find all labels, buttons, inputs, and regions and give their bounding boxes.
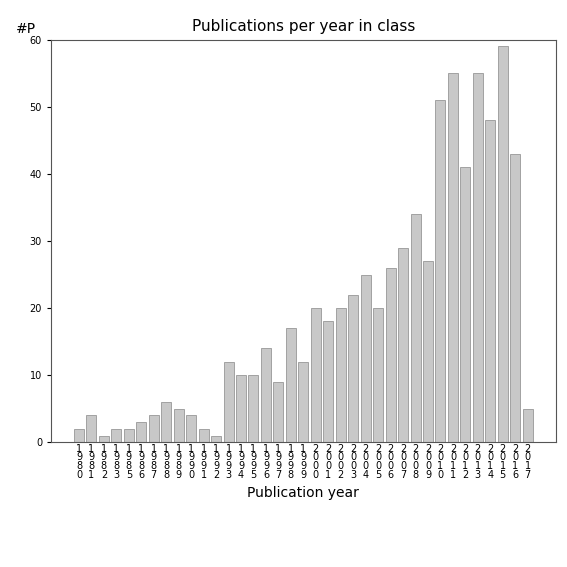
- Bar: [149, 416, 159, 442]
- Bar: [211, 435, 221, 442]
- X-axis label: Publication year: Publication year: [247, 485, 359, 500]
- Bar: [373, 308, 383, 442]
- Bar: [460, 167, 471, 442]
- Bar: [124, 429, 134, 442]
- Title: Publications per year in class: Publications per year in class: [192, 19, 415, 35]
- Bar: [161, 402, 171, 442]
- Bar: [286, 328, 296, 442]
- Bar: [136, 422, 146, 442]
- Bar: [273, 382, 284, 442]
- Bar: [473, 73, 483, 442]
- Bar: [435, 100, 446, 442]
- Bar: [111, 429, 121, 442]
- Bar: [510, 154, 521, 442]
- Bar: [323, 321, 333, 442]
- Bar: [223, 362, 234, 442]
- Bar: [174, 409, 184, 442]
- Bar: [448, 73, 458, 442]
- Bar: [248, 375, 259, 442]
- Bar: [236, 375, 246, 442]
- Bar: [298, 362, 308, 442]
- Bar: [485, 120, 496, 442]
- Bar: [411, 214, 421, 442]
- Bar: [86, 416, 96, 442]
- Bar: [336, 308, 346, 442]
- Bar: [261, 348, 271, 442]
- Bar: [423, 261, 433, 442]
- Bar: [74, 429, 84, 442]
- Bar: [186, 416, 196, 442]
- Bar: [198, 429, 209, 442]
- Bar: [99, 435, 109, 442]
- Bar: [398, 248, 408, 442]
- Bar: [311, 308, 321, 442]
- Bar: [361, 274, 371, 442]
- Bar: [386, 268, 396, 442]
- Text: #P: #P: [16, 22, 36, 36]
- Bar: [523, 409, 533, 442]
- Bar: [348, 295, 358, 442]
- Bar: [498, 46, 508, 442]
